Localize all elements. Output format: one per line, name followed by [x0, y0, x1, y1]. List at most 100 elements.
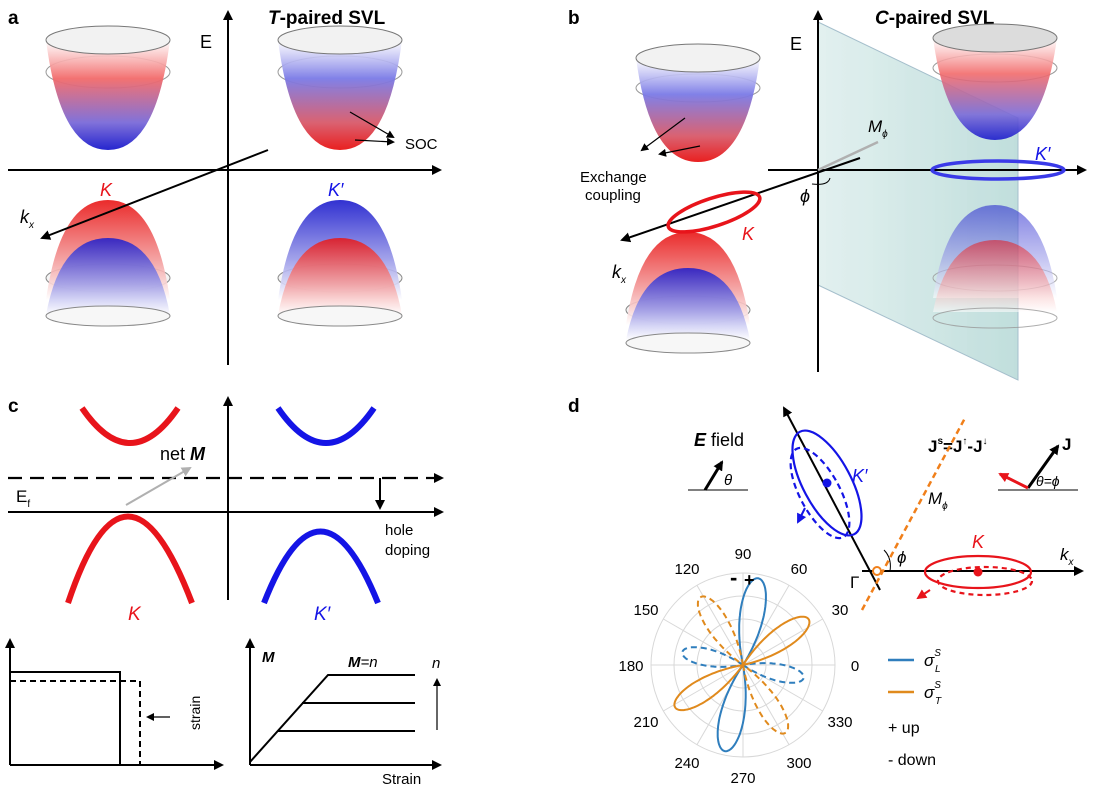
panel-c-letter: c [8, 396, 19, 417]
panel-d: d E field θ Js=J↑-J↓ J θ=ϕ ϕ Γ kx Mϕ K′ [568, 396, 1084, 787]
e-field-label: E field [694, 430, 744, 450]
sigma-t-lobe [741, 662, 790, 735]
exchange-label-1: Exchange [580, 169, 647, 186]
valley-k-b: K [742, 224, 755, 244]
panel-b: b C-paired SVL Exchange coupling [568, 8, 1087, 381]
m-phi-label-b: Mϕ [868, 117, 888, 140]
valley-k-a: K [100, 180, 113, 200]
valley-kp-a: K′ [328, 180, 344, 200]
ring-kp-d [791, 429, 863, 537]
n-label: n [432, 655, 440, 672]
panel-d-letter: d [568, 396, 580, 417]
cone-kp-lower [277, 200, 403, 327]
axis-e-a: E [200, 32, 212, 52]
plus-marker: + [744, 570, 755, 590]
polar-grid-spoke [663, 664, 744, 712]
sigma-l-lobe [738, 577, 767, 668]
polar-angle-label: 30 [832, 602, 849, 619]
band-kp-cond [275, 406, 377, 446]
net-m-label: net M [160, 444, 206, 464]
band-k-val [65, 513, 195, 605]
m-axis-label: M [262, 649, 275, 666]
legend-sigma-l: σS L [924, 648, 941, 675]
valley-kp-b: K′ [1035, 144, 1051, 164]
panel-a-letter: a [8, 8, 19, 29]
polar-angle-label: 270 [730, 770, 755, 787]
polar-angle-labels: 0 30 60 90 120 150 180 210 240 270 300 330 [618, 546, 859, 787]
m-vs-strain-graph: M M=n n Strain [245, 638, 442, 788]
cone-b-lower-left [625, 232, 751, 354]
polar-angle-label: 240 [674, 755, 699, 772]
kx-label-d: kx [1060, 545, 1075, 568]
axis-e-b: E [790, 34, 802, 54]
cone-b-upper-left [635, 43, 761, 162]
band-k-cond [79, 406, 181, 446]
polar-angle-label: 210 [633, 714, 658, 731]
cone-b-upper-right [932, 23, 1058, 140]
theta-phi-label: θ=ϕ [1036, 473, 1060, 489]
strain-mini-graph: strain [4, 638, 224, 770]
e-field-icon: E field θ [688, 430, 748, 491]
m-phi-line [817, 140, 879, 172]
band-kp-val [261, 528, 381, 605]
theta-label: θ [724, 472, 732, 489]
polar-angle-label: 180 [618, 658, 643, 675]
polar-angle-label: 0 [851, 658, 859, 675]
ring-k-d-shift [936, 565, 1034, 597]
m-phi-orange-line [860, 417, 967, 611]
cone-k-lower [45, 200, 171, 327]
exchange-label-2: coupling [585, 187, 641, 204]
m-eq-n-label: M=n [348, 654, 378, 671]
ef-label: Ef [16, 487, 30, 510]
legend-up: + up [888, 720, 920, 737]
valley-kp-d: K′ [852, 466, 868, 486]
valley-k-d: K [972, 532, 985, 552]
polar-legend: σS L σS T + up - down [888, 648, 942, 769]
polar-angle-label: 300 [786, 755, 811, 772]
legend-sigma-t: σS T [924, 680, 942, 707]
polar-angle-label: 330 [827, 714, 852, 731]
m-phi-label-d: Mϕ [928, 489, 948, 512]
cone-b-lower-right [932, 205, 1058, 329]
js-formula: Js=J↑-J↓ [928, 436, 988, 456]
sigma-l-lobe [716, 662, 747, 753]
polar-angle-label: 60 [791, 561, 808, 578]
valley-k-c: K [128, 604, 142, 625]
panel-b-letter: b [568, 8, 580, 29]
polar-curves [673, 577, 811, 753]
legend-down: - down [888, 752, 936, 769]
strain-axis-label: Strain [382, 771, 421, 788]
sigma-l-lobe [740, 662, 805, 684]
ring-k-b [666, 190, 762, 234]
hole-label-1: hole [385, 522, 413, 539]
sigma-t-lobe [740, 615, 811, 667]
phi-label-d: ϕ [897, 548, 906, 567]
polar-grid-spoke [696, 585, 744, 666]
panel-b-title: C-paired SVL [875, 8, 995, 29]
ring-k-d [923, 554, 1033, 590]
soc-label: SOC [405, 136, 438, 153]
gamma-label: Γ [850, 573, 859, 592]
j-label: J [1062, 435, 1071, 454]
polar-angle-label: 150 [633, 602, 658, 619]
polar-angle-label: 120 [674, 561, 699, 578]
valley-kp-c: K′ [314, 604, 332, 625]
hole-label-2: doping [385, 542, 430, 559]
phi-label-b: ϕ [800, 186, 810, 206]
cone-kp-upper [277, 25, 403, 150]
polar-angle-label: 90 [735, 546, 752, 563]
sigma-t-lobe [673, 663, 746, 712]
polar-grid-spoke [742, 664, 790, 745]
ring-kp-d-shift [789, 446, 851, 540]
panel-a: a T-paired SVL SOC [8, 8, 442, 365]
strain-label: strain [187, 696, 203, 730]
panel-a-title: T-paired SVL [268, 8, 386, 29]
sigma-l-lobe [681, 646, 746, 668]
sigma-t-lobe [696, 595, 745, 668]
panel-c: c hole doping net M Ef K K′ strain [4, 396, 444, 788]
ring-kp-b [930, 159, 1066, 181]
axis-kx-a: kx [20, 207, 35, 231]
minus-marker: - [730, 565, 737, 590]
polar-plot: 0 30 60 90 120 150 180 210 240 270 300 330 - + [618, 546, 859, 787]
